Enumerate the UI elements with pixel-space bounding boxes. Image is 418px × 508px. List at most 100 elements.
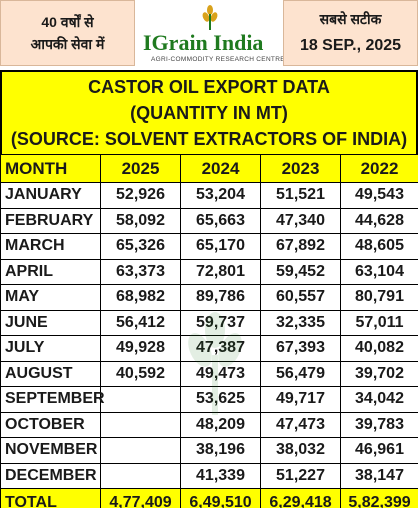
value-cell: 48,209 — [180, 411, 261, 438]
value-cell: 57,011 — [340, 309, 418, 336]
value-cell: 49,473 — [180, 360, 261, 387]
grain-icon — [202, 5, 218, 30]
value-cell: 32,335 — [260, 309, 341, 336]
table-row: JANUARY 52,926 53,204 51,521 49,543 — [0, 182, 418, 209]
report-date: 18 SEP., 2025 — [299, 37, 402, 54]
value-cell — [100, 437, 181, 464]
brand-logo: IGrain India AGRI-COMMODITY RESEARCH CEN… — [137, 2, 285, 66]
value-cell: 51,521 — [260, 182, 341, 209]
value-cell: 59,452 — [260, 258, 341, 285]
tagline-box: 40 वर्षों से आपकी सेवा में — [0, 0, 135, 66]
table-header-row: MONTH 2025 2024 2023 2022 — [0, 154, 418, 183]
tagline-line2: आपकी सेवा में — [30, 36, 105, 52]
value-cell: 67,393 — [260, 335, 341, 362]
table-row: MARCH 65,326 65,170 67,892 48,605 — [0, 233, 418, 260]
value-cell: 38,196 — [180, 437, 261, 464]
value-cell: 80,791 — [340, 284, 418, 311]
value-cell — [100, 411, 181, 438]
month-cell: JUNE — [0, 309, 101, 336]
month-cell: AUGUST — [0, 360, 101, 387]
value-cell: 47,340 — [260, 207, 341, 234]
total-value: 6,29,418 — [260, 488, 341, 508]
brand-subtitle: AGRI-COMMODITY RESEARCH CENTRE — [151, 56, 285, 63]
total-row: TOTAL 4,77,409 6,49,510 6,29,418 5,82,399 — [0, 488, 418, 508]
value-cell: 67,892 — [260, 233, 341, 260]
tagline-line1: 40 वर्षों से — [41, 14, 94, 30]
value-cell: 58,092 — [100, 207, 181, 234]
value-cell: 72,801 — [180, 258, 261, 285]
title-block: CASTOR OIL EXPORT DATA (QUANTITY IN MT) … — [0, 70, 418, 154]
table-row: AUGUST 40,592 49,473 56,479 39,702 — [0, 360, 418, 387]
value-cell: 63,373 — [100, 258, 181, 285]
value-cell: 38,032 — [260, 437, 341, 464]
value-cell: 49,928 — [100, 335, 181, 362]
value-cell: 56,412 — [100, 309, 181, 336]
date-box: सबसे सटीक 18 SEP., 2025 — [283, 0, 418, 66]
month-cell: MARCH — [0, 233, 101, 260]
month-cell: SEPTEMBER — [0, 386, 105, 413]
value-cell: 47,473 — [260, 411, 341, 438]
value-cell: 49,543 — [340, 182, 418, 209]
value-cell: 60,557 — [260, 284, 341, 311]
value-cell: 51,227 — [260, 462, 341, 489]
value-cell: 53,204 — [180, 182, 261, 209]
value-cell — [100, 386, 181, 413]
title-line-2: (QUANTITY IN MT) — [130, 103, 288, 123]
total-value: 4,77,409 — [100, 488, 181, 508]
column-header: 2024 — [180, 154, 261, 183]
hindi-caption: सबसे सटीक — [319, 11, 382, 27]
value-cell: 44,628 — [340, 207, 418, 234]
table-row: FEBRUARY 58,092 65,663 47,340 44,628 — [0, 207, 418, 234]
month-cell: JANUARY — [0, 182, 101, 209]
table-row: JULY 49,928 47,387 67,393 40,082 — [0, 335, 418, 362]
total-value: 6,49,510 — [180, 488, 261, 508]
value-cell: 40,082 — [340, 335, 418, 362]
value-cell: 34,042 — [340, 386, 418, 413]
month-cell: APRIL — [0, 258, 101, 285]
value-cell: 53,625 — [180, 386, 261, 413]
column-header: 2022 — [340, 154, 418, 183]
table-row: NOVEMBER 38,196 38,032 46,961 — [0, 437, 418, 464]
table-row: APRIL 63,373 72,801 59,452 63,104 — [0, 258, 418, 285]
export-data-table: MONTH 2025 2024 2023 2022 JANUARY 52,926 5… — [0, 154, 418, 508]
value-cell: 46,961 — [340, 437, 418, 464]
title-line-3: (SOURCE: SOLVENT EXTRACTORS OF INDIA) — [10, 129, 408, 149]
table-row: SEPTEMBER 53,625 49,717 34,042 — [0, 386, 418, 413]
table-row: OCTOBER 48,209 47,473 39,783 — [0, 411, 418, 438]
value-cell: 49,717 — [260, 386, 341, 413]
value-cell: 59,737 — [180, 309, 261, 336]
table-row: MAY 68,982 89,786 60,557 80,791 — [0, 284, 418, 311]
table-row: JUNE 56,412 59,737 32,335 57,011 — [0, 309, 418, 336]
value-cell: 52,926 — [100, 182, 181, 209]
month-cell: MAY — [0, 284, 101, 311]
brand-name: IGrain India — [143, 30, 264, 55]
title-line-1: CASTOR OIL EXPORT DATA — [88, 77, 330, 97]
total-label: TOTAL — [0, 488, 101, 508]
value-cell: 65,663 — [180, 207, 261, 234]
value-cell: 65,170 — [180, 233, 261, 260]
month-cell: OCTOBER — [0, 411, 101, 438]
value-cell: 39,783 — [340, 411, 418, 438]
total-value: 5,82,399 — [340, 488, 418, 508]
month-cell: JULY — [0, 335, 101, 362]
value-cell: 41,339 — [180, 462, 261, 489]
month-cell: FEBRUARY — [0, 207, 101, 234]
month-cell: NOVEMBER — [0, 437, 101, 464]
value-cell: 68,982 — [100, 284, 181, 311]
value-cell — [100, 462, 181, 489]
value-cell: 47,387 — [180, 335, 261, 362]
value-cell: 63,104 — [340, 258, 418, 285]
value-cell: 38,147 — [340, 462, 418, 489]
column-header: 2025 — [100, 154, 181, 183]
month-cell: DECEMBER — [0, 462, 101, 489]
value-cell: 48,605 — [340, 233, 418, 260]
column-header: MONTH — [0, 154, 101, 183]
value-cell: 39,702 — [340, 360, 418, 387]
value-cell: 89,786 — [180, 284, 261, 311]
table-row: DECEMBER 41,339 51,227 38,147 — [0, 462, 418, 489]
value-cell: 65,326 — [100, 233, 181, 260]
header: 40 वर्षों से आपकी सेवा में IGrain India … — [0, 0, 418, 70]
value-cell: 40,592 — [100, 360, 181, 387]
column-header: 2023 — [260, 154, 341, 183]
value-cell: 56,479 — [260, 360, 341, 387]
